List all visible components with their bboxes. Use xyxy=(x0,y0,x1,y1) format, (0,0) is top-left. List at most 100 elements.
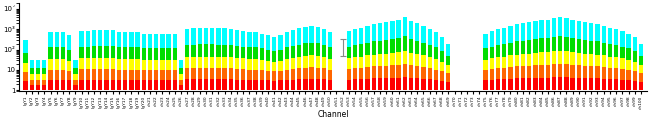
Bar xyxy=(589,23,593,41)
Bar xyxy=(533,53,538,65)
Bar xyxy=(241,31,246,47)
Bar xyxy=(396,38,401,52)
Bar xyxy=(446,73,450,82)
Bar xyxy=(428,29,432,45)
Bar xyxy=(558,36,562,51)
Bar xyxy=(222,68,227,79)
Bar xyxy=(390,65,395,78)
Bar xyxy=(254,47,258,59)
Bar xyxy=(322,45,326,57)
Bar xyxy=(583,66,587,78)
Bar xyxy=(434,47,438,59)
Bar xyxy=(608,79,612,90)
Bar xyxy=(372,24,376,41)
Bar xyxy=(154,34,159,49)
Bar xyxy=(527,66,531,78)
Bar xyxy=(409,78,413,90)
Bar xyxy=(484,49,488,60)
Bar xyxy=(129,47,133,59)
Bar xyxy=(571,65,575,78)
Bar xyxy=(384,40,388,54)
Bar xyxy=(496,29,500,45)
Bar xyxy=(428,57,432,68)
Bar xyxy=(61,32,65,47)
Bar xyxy=(508,55,513,67)
Bar xyxy=(328,59,332,70)
Bar xyxy=(222,57,227,68)
Bar xyxy=(191,45,196,57)
Bar xyxy=(203,56,208,68)
Bar xyxy=(558,77,562,90)
Bar xyxy=(235,69,239,80)
Bar xyxy=(161,34,164,49)
Bar xyxy=(104,30,109,46)
Bar xyxy=(309,67,314,79)
Bar xyxy=(434,70,438,80)
Bar xyxy=(502,68,506,79)
Bar xyxy=(198,28,202,44)
Bar xyxy=(42,85,47,90)
Bar xyxy=(378,66,382,78)
Bar xyxy=(191,28,196,45)
Bar xyxy=(552,37,556,51)
Bar xyxy=(540,20,544,38)
Bar xyxy=(154,60,159,70)
Bar xyxy=(67,35,72,50)
Bar xyxy=(502,56,506,68)
Bar xyxy=(123,70,127,80)
Bar xyxy=(346,58,351,69)
Bar xyxy=(627,34,630,49)
Bar xyxy=(409,39,413,53)
Bar xyxy=(79,47,84,58)
Bar xyxy=(216,79,220,90)
Bar xyxy=(36,60,40,68)
Bar xyxy=(61,59,65,70)
Bar xyxy=(285,47,289,59)
Bar xyxy=(378,54,382,66)
Bar xyxy=(527,40,531,54)
Bar xyxy=(577,39,581,53)
Bar xyxy=(92,30,96,46)
Bar xyxy=(148,34,152,49)
Bar xyxy=(577,53,581,65)
Bar xyxy=(564,64,569,77)
Bar xyxy=(384,54,388,66)
Bar xyxy=(502,79,506,90)
Bar xyxy=(521,66,525,78)
Bar xyxy=(577,21,581,39)
Bar xyxy=(558,17,562,36)
Bar xyxy=(210,56,215,68)
Bar xyxy=(627,70,630,80)
Bar xyxy=(154,49,159,60)
Bar xyxy=(440,71,445,81)
Bar xyxy=(589,41,593,54)
Bar xyxy=(353,45,358,57)
Bar xyxy=(533,65,538,78)
Bar xyxy=(210,44,215,56)
Bar xyxy=(166,70,171,80)
Bar xyxy=(260,60,264,70)
Bar xyxy=(203,44,208,56)
Bar xyxy=(123,47,127,59)
Bar xyxy=(142,70,146,80)
Bar xyxy=(571,20,575,38)
Bar xyxy=(154,80,159,90)
Bar xyxy=(421,67,426,79)
Bar xyxy=(359,44,363,56)
Bar xyxy=(260,49,264,60)
Bar xyxy=(42,74,47,80)
Bar xyxy=(346,69,351,80)
Bar xyxy=(601,42,606,55)
Bar xyxy=(353,68,358,79)
Bar xyxy=(278,50,283,61)
Bar xyxy=(79,31,84,47)
Bar xyxy=(421,42,426,55)
Bar xyxy=(446,82,450,90)
Bar xyxy=(148,60,152,70)
Bar xyxy=(111,80,115,90)
Bar xyxy=(260,34,264,49)
Bar xyxy=(571,78,575,90)
Bar xyxy=(297,28,302,45)
Bar xyxy=(595,66,600,78)
Bar xyxy=(316,79,320,90)
